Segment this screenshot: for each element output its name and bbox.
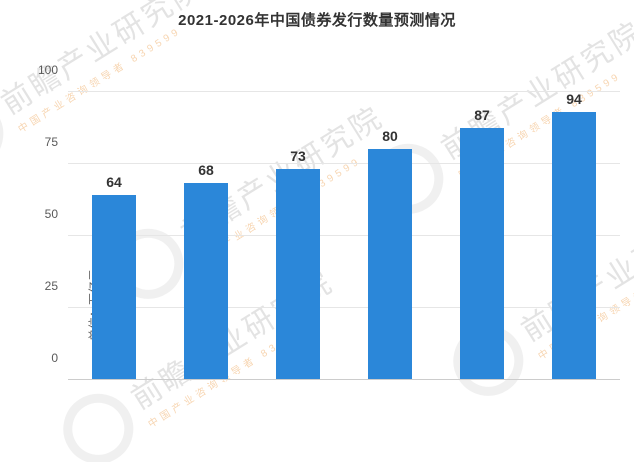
chart-title: 2021-2026年中国债券发行数量预测情况: [178, 12, 456, 29]
watermark-logo-icon: [0, 85, 17, 183]
bar-group-2021年E: 64: [68, 91, 160, 379]
bar: [460, 128, 504, 379]
y-tick-label-100: 100: [37, 63, 58, 77]
bar-group-2025年E: 87: [436, 91, 528, 379]
bar: [92, 194, 136, 379]
bar-group-2023年E: 73: [252, 91, 344, 379]
gridline-25: [68, 307, 620, 308]
gridline-100: [68, 91, 620, 92]
bar-group-2024年E: 80: [344, 91, 436, 379]
y-tick-label-25: 25: [44, 279, 58, 293]
bar-series: 64 68 73 80 87 94: [68, 91, 620, 379]
bar-value-label: 73: [290, 147, 306, 164]
bar-group-2026年E: 94: [528, 91, 620, 379]
bar: [368, 148, 412, 379]
bar-value-label: 64: [106, 173, 122, 190]
y-tick-label-75: 75: [44, 135, 58, 149]
bar-value-label: 80: [382, 127, 398, 144]
y-tick-label-50: 50: [44, 207, 58, 221]
gridline-75: [68, 163, 620, 164]
bar: [276, 168, 320, 379]
bar-value-label: 68: [198, 162, 214, 179]
x-axis-line: [68, 379, 620, 380]
bar-value-label: 94: [566, 91, 582, 107]
watermark-logo-icon: [50, 380, 147, 462]
gridline-50: [68, 235, 620, 236]
y-tick-label-0: 0: [51, 351, 58, 365]
bar: [184, 183, 228, 379]
bar-group-2022年E: 68: [160, 91, 252, 379]
bar-value-label: 87: [474, 107, 490, 124]
bar: [552, 112, 596, 379]
